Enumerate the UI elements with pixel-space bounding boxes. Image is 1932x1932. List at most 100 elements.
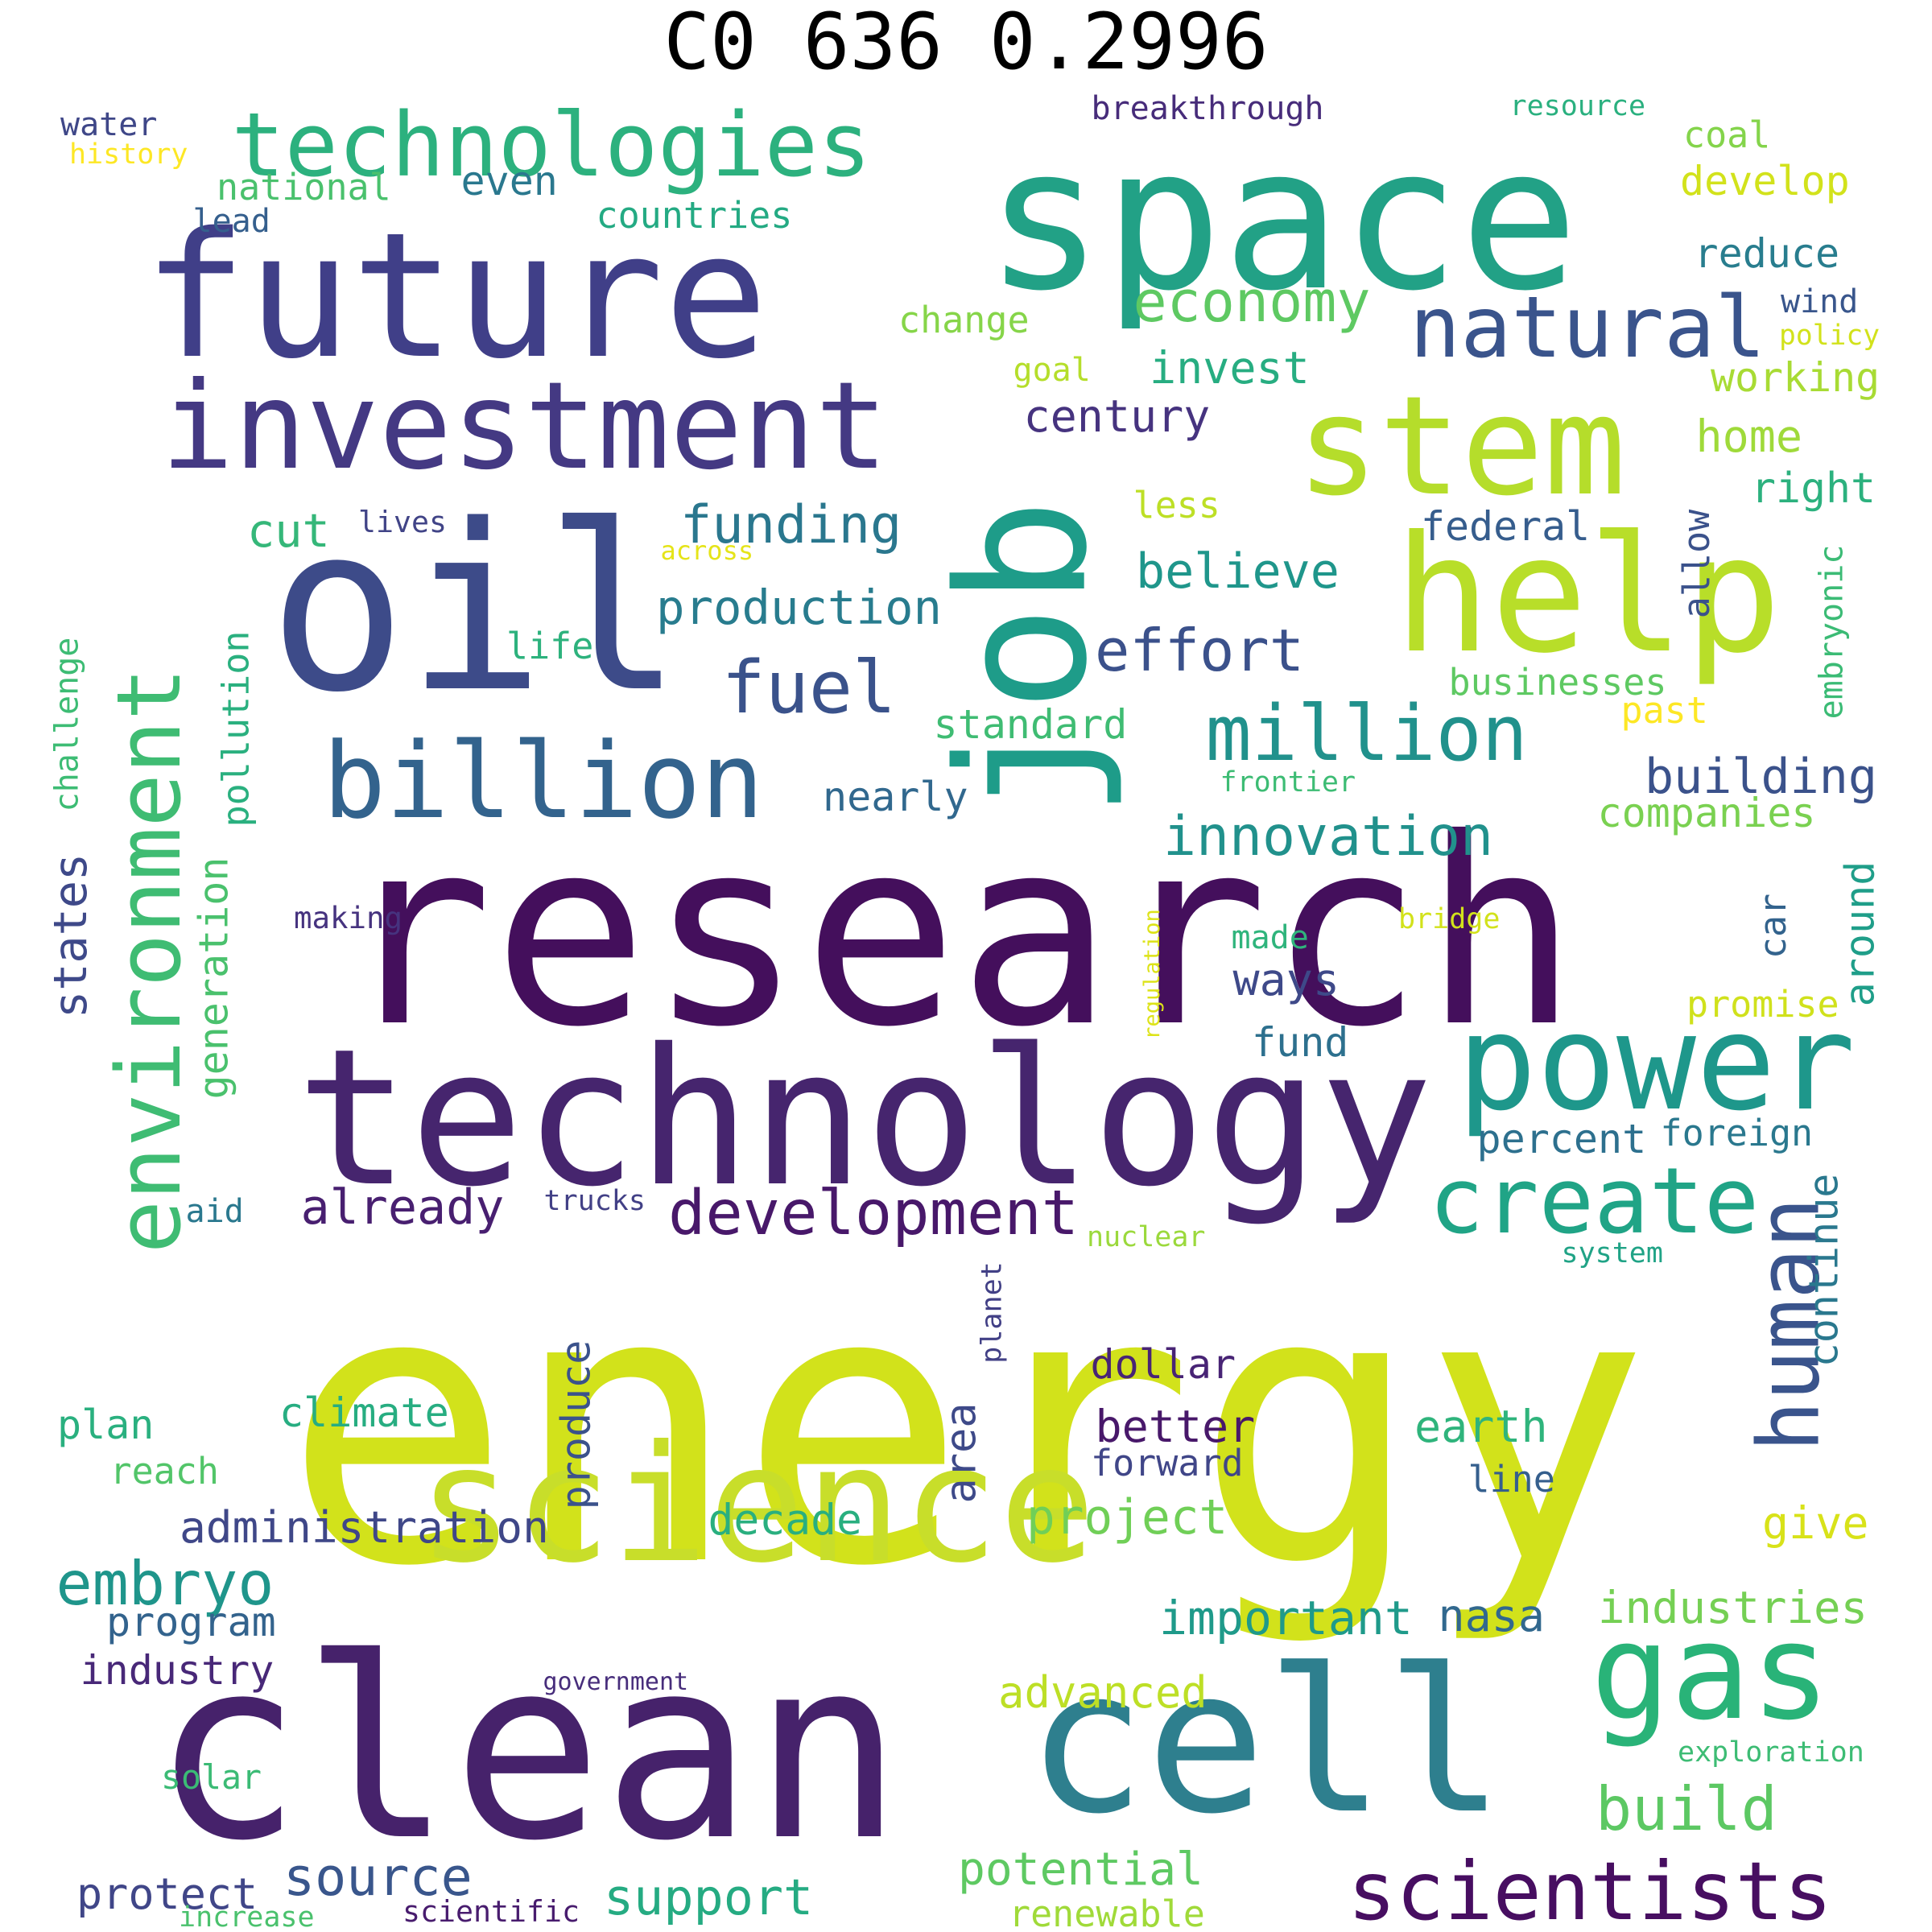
word-reduce: reduce bbox=[1694, 230, 1840, 277]
word-nuclear: nuclear bbox=[1087, 1221, 1206, 1253]
word-renewable: renewable bbox=[1009, 1893, 1205, 1932]
word-fund: fund bbox=[1252, 1019, 1349, 1066]
word-generation: generation bbox=[190, 857, 237, 1100]
word-technology: technology bbox=[296, 1008, 1434, 1228]
word-natural: natural bbox=[1410, 279, 1766, 377]
word-businesses: businesses bbox=[1448, 661, 1667, 704]
word-reach: reach bbox=[109, 1450, 219, 1492]
word-important: important bbox=[1159, 1591, 1413, 1645]
word-produce: produce bbox=[551, 1340, 599, 1510]
word-states: states bbox=[43, 852, 97, 1018]
word-stem: stem bbox=[1296, 367, 1626, 526]
word-potential: potential bbox=[958, 1843, 1203, 1896]
word-job: job bbox=[919, 497, 1126, 819]
word-standard: standard bbox=[933, 701, 1128, 748]
word-billion: billion bbox=[323, 720, 764, 842]
word-coal: coal bbox=[1683, 114, 1771, 156]
word-century: century bbox=[1023, 390, 1211, 442]
word-nearly: nearly bbox=[823, 774, 968, 820]
word-decade: decade bbox=[708, 1496, 862, 1545]
word-environment: environment bbox=[97, 667, 201, 1253]
word-million: million bbox=[1205, 690, 1528, 778]
word-project: project bbox=[1026, 1489, 1228, 1546]
word-ways: ways bbox=[1232, 954, 1340, 1005]
word-development: development bbox=[668, 1177, 1080, 1249]
word-better: better bbox=[1095, 1401, 1256, 1452]
word-right: right bbox=[1751, 464, 1876, 513]
word-resource: resource bbox=[1509, 90, 1646, 122]
word-space: space bbox=[985, 105, 1579, 334]
word-promise: promise bbox=[1686, 983, 1839, 1026]
word-lives: lives bbox=[358, 504, 447, 539]
word-technologies: technologies bbox=[231, 93, 872, 196]
word-develop: develop bbox=[1680, 158, 1850, 204]
word-past: past bbox=[1620, 689, 1708, 732]
word-plan: plan bbox=[57, 1402, 155, 1448]
word-dollar: dollar bbox=[1090, 1341, 1236, 1388]
word-industries: industries bbox=[1598, 1581, 1868, 1634]
word-change: change bbox=[898, 299, 1030, 341]
word-even: even bbox=[460, 158, 558, 204]
word-increase: increase bbox=[179, 1901, 315, 1932]
word-government: government bbox=[543, 1668, 689, 1696]
word-trucks: trucks bbox=[543, 1185, 646, 1217]
word-administration: administration bbox=[180, 1501, 549, 1553]
word-countries: countries bbox=[596, 194, 793, 237]
word-embryo: embryo bbox=[56, 1548, 275, 1619]
word-energy: energy bbox=[283, 1208, 1650, 1649]
word-aid: aid bbox=[185, 1193, 244, 1230]
word-source: source bbox=[283, 1847, 473, 1908]
word-science: science bbox=[417, 1411, 1096, 1599]
word-regulation: regulation bbox=[1139, 908, 1165, 1040]
word-believe: believe bbox=[1136, 543, 1340, 600]
word-research: research bbox=[337, 784, 1579, 1084]
word-future: future bbox=[142, 195, 769, 397]
word-continue: continue bbox=[1799, 1173, 1847, 1367]
word-earth: earth bbox=[1414, 1401, 1548, 1452]
word-climate: climate bbox=[279, 1389, 449, 1436]
word-give: give bbox=[1762, 1497, 1869, 1549]
word-car: car bbox=[1752, 893, 1795, 959]
word-innovation: innovation bbox=[1163, 805, 1494, 869]
word-planet: planet bbox=[976, 1261, 1009, 1364]
word-build: build bbox=[1596, 1773, 1777, 1844]
word-line: line bbox=[1468, 1458, 1555, 1501]
word-cut: cut bbox=[247, 504, 330, 558]
word-across: across bbox=[660, 535, 754, 566]
word-already: already bbox=[300, 1179, 505, 1236]
word-pollution: pollution bbox=[213, 630, 257, 827]
word-percent: percent bbox=[1476, 1116, 1647, 1162]
word-advanced: advanced bbox=[998, 1666, 1208, 1718]
word-economy: economy bbox=[1133, 269, 1371, 335]
word-exploration: exploration bbox=[1678, 1736, 1864, 1769]
word-investment: investment bbox=[161, 357, 889, 497]
word-made: made bbox=[1231, 919, 1309, 956]
word-solar: solar bbox=[161, 1757, 262, 1797]
word-frontier: frontier bbox=[1220, 766, 1356, 799]
word-system: system bbox=[1561, 1237, 1663, 1269]
word-national: national bbox=[217, 166, 391, 208]
word-invest: invest bbox=[1150, 342, 1310, 394]
word-life: life bbox=[506, 625, 594, 667]
word-effort: effort bbox=[1095, 616, 1305, 684]
word-building: building bbox=[1645, 749, 1877, 805]
word-clean: clean bbox=[151, 1605, 903, 1896]
word-funding: funding bbox=[680, 494, 902, 555]
word-create: create bbox=[1429, 1147, 1760, 1254]
word-protect: protect bbox=[76, 1868, 258, 1919]
word-support: support bbox=[604, 1868, 814, 1926]
word-water: water bbox=[60, 106, 158, 143]
word-foreign: foreign bbox=[1660, 1112, 1814, 1154]
word-oil: oil bbox=[268, 476, 683, 743]
word-policy: policy bbox=[1779, 320, 1880, 352]
word-cell: cell bbox=[1026, 1626, 1505, 1858]
word-help: help bbox=[1393, 502, 1782, 689]
word-fuel: fuel bbox=[721, 646, 897, 730]
word-breakthrough: breakthrough bbox=[1091, 90, 1324, 127]
word-companies: companies bbox=[1597, 790, 1816, 836]
word-making: making bbox=[294, 899, 403, 935]
word-goal: goal bbox=[1013, 352, 1091, 389]
word-less: less bbox=[1133, 484, 1220, 526]
word-nasa: nasa bbox=[1438, 1590, 1545, 1641]
